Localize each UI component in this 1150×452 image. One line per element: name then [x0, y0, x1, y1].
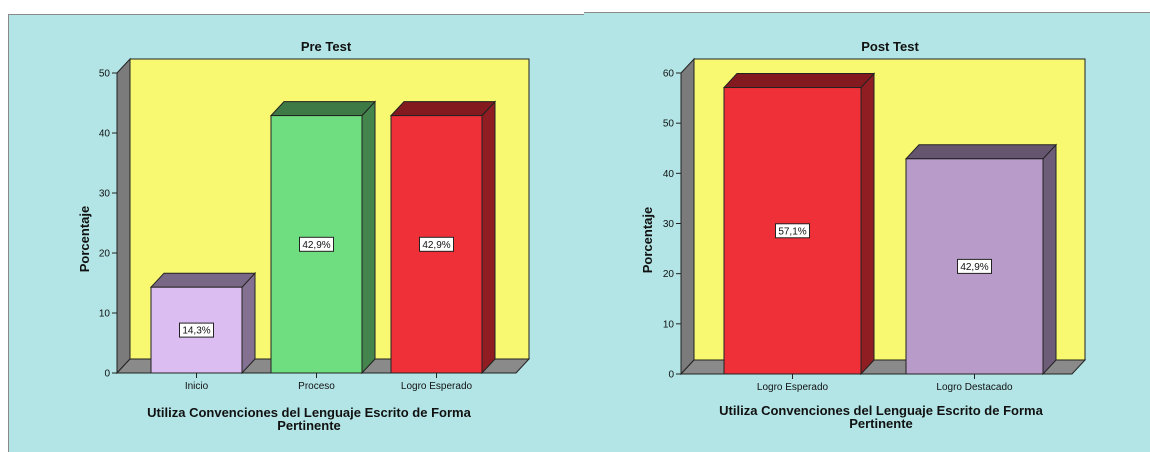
- y-axis-label: Porcentaje: [640, 207, 655, 273]
- post-test-chart: 0 10 20 30 40 50 60 57,1% Logro Esperado 42,9% Log…: [640, 39, 1087, 431]
- bar-side-face: [361, 100, 376, 375]
- x-axis-label-line-1: Utiliza Convenciones del Lenguaje Escrit…: [147, 405, 471, 420]
- plot-side-wall: [680, 57, 695, 376]
- data-label: 14,3%: [179, 322, 214, 338]
- bar-side-face: [860, 72, 875, 376]
- bar-side-face: [241, 271, 256, 375]
- y-tick-label: 0: [668, 370, 674, 381]
- y-tick-label: 20: [99, 249, 111, 260]
- x-tick-label: Logro Esperado: [757, 382, 829, 393]
- chart-title: Pre Test: [301, 39, 352, 54]
- bar-top-face: [904, 144, 1058, 160]
- data-label-text: 57,1%: [778, 226, 806, 237]
- bar-0: [149, 271, 257, 375]
- bar-top-face: [269, 101, 377, 117]
- x-axis-label-line-1: Utiliza Convenciones del Lenguaje Escrit…: [719, 403, 1043, 418]
- data-label-text: 14,3%: [182, 326, 210, 337]
- chart-title: Post Test: [861, 39, 919, 54]
- data-label-box: [419, 236, 454, 252]
- data-label: 42,9%: [419, 236, 454, 252]
- y-tick-label: 10: [99, 309, 111, 320]
- pre-test-chart-panel: 0 10 20 30 40 50 14,3% Inicio 42,9% Proceso 42,9% L…: [8, 14, 585, 452]
- bar-side-face: [481, 100, 496, 375]
- bar-2: [389, 100, 497, 375]
- data-label-text: 42,9%: [302, 240, 330, 251]
- y-tick-label: 60: [663, 69, 675, 80]
- data-label-box: [299, 236, 334, 252]
- post-test-chart-panel: 0 10 20 30 40 50 60 57,1% Logro Esperado 42,9% Log…: [584, 12, 1150, 452]
- plot-area: 0 10 20 30 40 50 14,3% Inicio 42,9% Proceso 42,9% L…: [99, 57, 531, 392]
- plot-area: 0 10 20 30 40 50 60 57,1% Logro Esperado 42,9% Log…: [663, 57, 1087, 393]
- x-axis-label-line-2: Pertinente: [849, 416, 913, 431]
- y-tick-label: 40: [663, 169, 675, 180]
- y-tick-label: 20: [663, 269, 675, 280]
- y-tick-label: 0: [104, 369, 110, 380]
- y-tick-label: 50: [99, 69, 111, 80]
- data-label: 57,1%: [775, 223, 810, 239]
- bar-side-face: [1042, 143, 1057, 376]
- x-tick-label: Logro Esperado: [401, 381, 473, 392]
- x-tick-label: Inicio: [185, 381, 209, 392]
- y-tick-label: 50: [663, 119, 675, 130]
- data-label-box: [957, 258, 992, 274]
- bar-top-face: [149, 272, 257, 288]
- data-label-text: 42,9%: [422, 240, 450, 251]
- plot-side-wall: [116, 57, 131, 375]
- x-tick-label: Logro Destacado: [936, 382, 1013, 393]
- y-tick-label: 10: [663, 319, 675, 330]
- y-tick-label: 40: [99, 129, 111, 140]
- pre-test-chart: 0 10 20 30 40 50 14,3% Inicio 42,9% Proceso 42,9% L…: [77, 39, 531, 433]
- data-label-text: 42,9%: [960, 262, 988, 273]
- y-tick-label: 30: [99, 189, 111, 200]
- y-axis-label: Porcentaje: [77, 206, 92, 272]
- bar-1: [904, 143, 1058, 376]
- y-tick-label: 30: [663, 219, 675, 230]
- x-tick-label: Proceso: [298, 381, 335, 392]
- data-label: 42,9%: [299, 236, 334, 252]
- x-axis-label-line-2: Pertinente: [277, 418, 341, 433]
- data-label-box: [179, 322, 214, 338]
- bar-top-face: [722, 73, 876, 89]
- data-label-box: [775, 223, 810, 239]
- data-label: 42,9%: [957, 258, 992, 274]
- bar-top-face: [389, 101, 497, 117]
